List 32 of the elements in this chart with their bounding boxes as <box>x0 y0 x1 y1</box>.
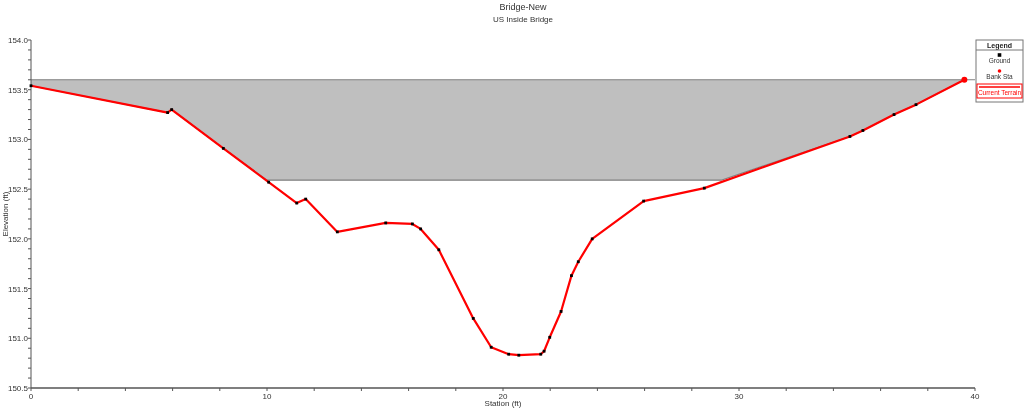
point <box>437 248 441 252</box>
y-tick-label: 153.0 <box>7 135 29 145</box>
y-tick-label: 152.0 <box>7 234 29 244</box>
y-tick-label: 150.5 <box>7 384 29 393</box>
point <box>548 335 552 339</box>
x-tick-label: 40 <box>970 392 980 401</box>
point <box>170 108 174 111</box>
point <box>961 76 968 83</box>
x-tick-label: 20 <box>498 392 508 401</box>
point <box>576 260 580 264</box>
chart-subtitle: US Inside Bridge <box>492 15 554 24</box>
point <box>517 353 521 357</box>
point <box>507 352 511 356</box>
y-tick-label: 153.5 <box>7 85 29 95</box>
y-tick-label: 154.0 <box>7 36 29 45</box>
point <box>590 237 594 241</box>
point <box>702 186 706 190</box>
point <box>570 274 573 278</box>
x-tick-label: 0 <box>28 392 34 401</box>
x-tick-label: 30 <box>734 392 744 401</box>
point <box>166 111 170 114</box>
x-tick-label: 10 <box>262 392 272 401</box>
point <box>221 146 225 150</box>
x-axis-title: Station (ft) <box>484 399 522 408</box>
point <box>267 180 271 184</box>
chart-title: Bridge-New <box>499 2 547 12</box>
point <box>471 317 475 320</box>
y-tick-label: 151.5 <box>7 284 29 294</box>
point <box>489 345 493 349</box>
y-tick-label: 151.0 <box>7 334 29 344</box>
y-axis-title: Elevation (ft) <box>1 191 10 237</box>
point <box>335 230 339 234</box>
